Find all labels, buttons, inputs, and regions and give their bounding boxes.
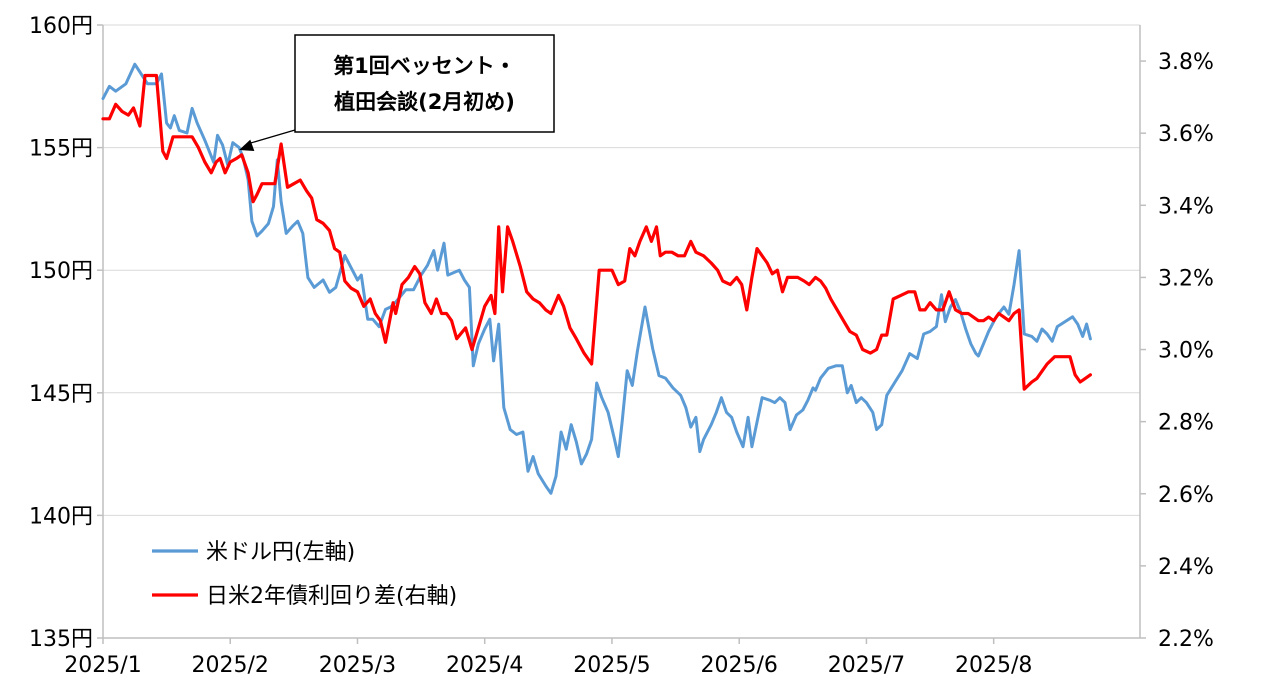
left-tick-label: 140円 bbox=[29, 504, 93, 529]
annotation-box bbox=[294, 34, 555, 133]
x-tick-label: 2025/2 bbox=[192, 653, 269, 678]
x-tick-label: 2025/7 bbox=[828, 653, 905, 678]
legend-label: 日米2年債利回り差(右軸) bbox=[206, 584, 457, 609]
left-tick-label: 135円 bbox=[29, 627, 93, 652]
x-tick-label: 2025/5 bbox=[573, 653, 650, 678]
right-tick-label: 3.6% bbox=[1158, 122, 1214, 147]
series-lines bbox=[101, 62, 1093, 495]
annotation-text: 植田会談(2月初め) bbox=[334, 90, 515, 114]
x-tick-label: 2025/8 bbox=[955, 653, 1032, 678]
right-tick-label: 2.2% bbox=[1158, 627, 1214, 652]
right-tick-label: 2.8% bbox=[1158, 411, 1214, 436]
annotation-callout: 第1回ベッセント・植田会談(2月初め) bbox=[239, 34, 555, 151]
right-tick-label: 3.0% bbox=[1158, 339, 1214, 364]
right-tick-label: 2.6% bbox=[1158, 483, 1214, 508]
yield-spread-line bbox=[101, 73, 1093, 391]
right-tick-label: 2.4% bbox=[1158, 555, 1214, 580]
annotation-arrow-head bbox=[239, 139, 255, 151]
right-tick-label: 3.8% bbox=[1158, 50, 1214, 75]
annotation-text: 第1回ベッセント・ bbox=[333, 54, 516, 78]
axes bbox=[97, 24, 1146, 644]
usdjpy-line bbox=[101, 62, 1092, 495]
right-tick-label: 3.4% bbox=[1158, 194, 1214, 219]
right-tick-label: 3.2% bbox=[1158, 266, 1214, 291]
x-tick-label: 2025/4 bbox=[446, 653, 523, 678]
x-tick-label: 2025/6 bbox=[700, 653, 777, 678]
annotation-arrow-line bbox=[246, 129, 296, 145]
left-tick-label: 160円 bbox=[29, 14, 93, 39]
x-axis-ticks: 2025/1 2025/2 2025/3 2025/4 2025/5 2025/6 2025… bbox=[64, 653, 1032, 678]
legend: 米ドル円(左軸) 日米2年債利回り差(右軸) bbox=[152, 540, 457, 609]
x-tick-label: 2025/1 bbox=[64, 653, 141, 678]
right-axis-ticks: 2.2% 2.4% 2.6% 2.8% 3.0% 3.2% 3.4% 3.6% 3.8% bbox=[1158, 50, 1214, 652]
gridlines bbox=[103, 24, 1140, 516]
x-tick-label: 2025/3 bbox=[319, 653, 396, 678]
left-axis-ticks: 135円 140円 145円 150円 155円 160円 bbox=[29, 14, 93, 652]
left-tick-label: 155円 bbox=[29, 137, 93, 162]
left-tick-label: 150円 bbox=[29, 259, 93, 284]
legend-label: 米ドル円(左軸) bbox=[206, 540, 355, 565]
left-tick-label: 145円 bbox=[29, 382, 93, 407]
